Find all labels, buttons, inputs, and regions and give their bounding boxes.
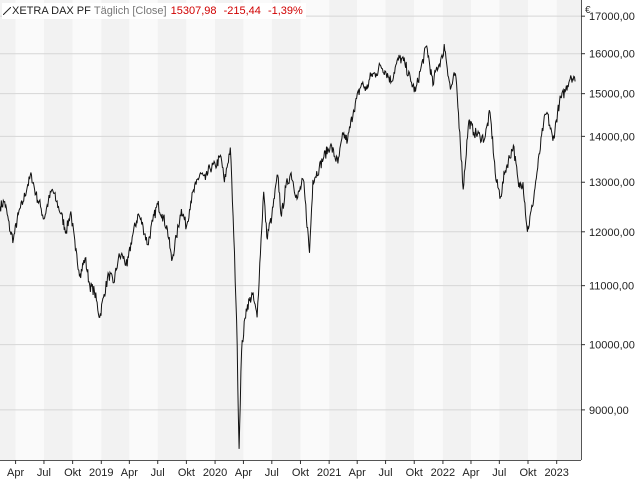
x-tick-label: Jul: [492, 467, 506, 479]
x-tick-label: Okt: [178, 467, 195, 479]
y-axis-ticks: 9000,00 10000,00 11000,00 12000,00 13000,00 1…: [581, 11, 635, 417]
time-band: [528, 0, 557, 460]
time-band: [556, 0, 581, 460]
price-line: [0, 44, 576, 449]
time-band: [385, 0, 415, 460]
x-tick-label: Apr: [349, 467, 366, 479]
price-change: -215,44: [223, 5, 261, 17]
time-band: [414, 0, 443, 460]
symbol-label: XETRA DAX PF: [12, 5, 91, 17]
x-tick-label: Jul: [37, 467, 51, 479]
x-tick-label: 2023: [544, 467, 568, 479]
x-tick-label: 2020: [203, 467, 227, 479]
x-tick-label: Apr: [462, 467, 479, 479]
x-tick-label: Jul: [379, 467, 393, 479]
horizontal-gridlines: [0, 15, 581, 411]
time-band: [215, 0, 244, 460]
time-band: [15, 0, 44, 460]
y-tick-label: 16000,00: [589, 49, 635, 61]
x-tick-label: 2021: [317, 467, 341, 479]
time-band: [329, 0, 358, 460]
period-label: Täglich [Close]: [93, 5, 167, 17]
y-tick-label: 11000,00: [589, 281, 634, 293]
y-tick-label: 10000,00: [589, 340, 635, 352]
time-band: [43, 0, 73, 460]
chart-header: XETRA DAX PF Täglich [Close] 15307,98 -215…: [2, 3, 306, 19]
last-price: 15307,98: [170, 5, 217, 17]
y-tick-label: 15000,00: [589, 89, 635, 101]
time-band: [357, 0, 386, 460]
line-chart-icon: [3, 7, 11, 15]
time-band: [243, 0, 272, 460]
x-tick-label: Jul: [151, 467, 165, 479]
time-band: [499, 0, 529, 460]
y-tick-label: 12000,00: [589, 227, 635, 239]
x-tick-label: Okt: [406, 467, 423, 479]
axes: [0, 0, 582, 461]
time-band: [0, 0, 16, 460]
x-tick-label: Okt: [64, 467, 81, 479]
time-band: [300, 0, 330, 460]
x-axis-ticks: Apr Jul Okt 2019 Apr Jul Okt 2020 Apr Jul Okt 2021 A…: [7, 460, 569, 479]
time-band: [470, 0, 500, 460]
y-tick-label: 9000,00: [589, 405, 629, 417]
x-tick-label: Okt: [519, 467, 536, 479]
time-band: [442, 0, 471, 460]
y-tick-label: 17000,00: [589, 11, 635, 23]
currency-unit-label: €: [585, 5, 591, 16]
time-band: [271, 0, 301, 460]
x-tick-label: Okt: [292, 467, 309, 479]
price-change-percent: -1,39%: [267, 5, 303, 17]
x-tick-label: Apr: [235, 467, 252, 479]
x-tick-label: Jul: [265, 467, 279, 479]
x-tick-label: 2019: [89, 467, 113, 479]
time-band: [186, 0, 216, 460]
time-band: [101, 0, 130, 460]
time-band: [72, 0, 102, 460]
x-tick-label: Apr: [7, 467, 24, 479]
y-tick-label: 14000,00: [589, 131, 635, 143]
time-bands: [0, 0, 581, 460]
time-band: [157, 0, 187, 460]
x-tick-label: 2022: [431, 467, 455, 479]
x-tick-label: Apr: [121, 467, 138, 479]
y-tick-label: 13000,00: [589, 177, 635, 189]
